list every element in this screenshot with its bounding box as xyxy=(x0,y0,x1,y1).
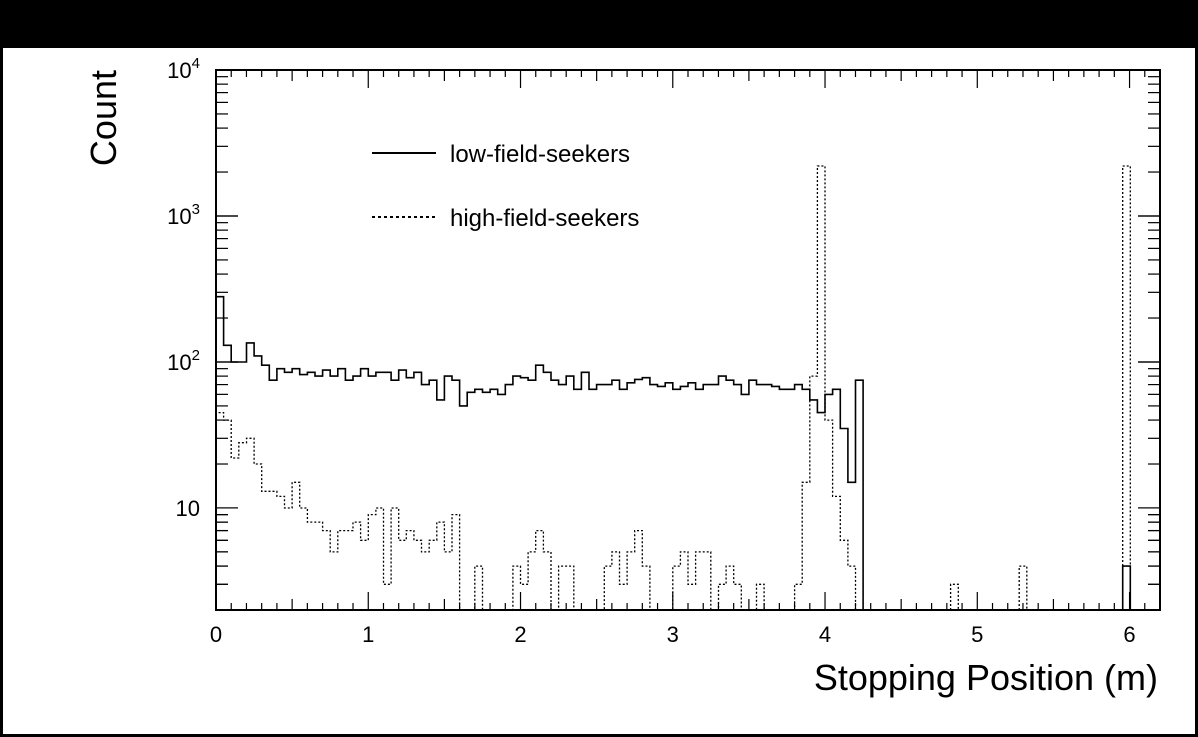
series-line-high-field-seekers xyxy=(215,165,857,611)
x-axis-title: Stopping Position (m) xyxy=(814,657,1158,698)
legend-label-low-field-seekers: low-field-seekers xyxy=(450,141,630,168)
x-tick-label: 3 xyxy=(667,622,679,647)
x-tick-label: 6 xyxy=(1123,622,1135,647)
series-high-field-seekers xyxy=(215,165,857,611)
peak-bin-low-field-seekers xyxy=(1121,565,1132,610)
histogram-series xyxy=(215,165,1132,611)
axis-ticks xyxy=(215,69,1161,611)
figure-canvas xyxy=(3,48,1195,734)
x-tick-label: 1 xyxy=(362,622,374,647)
x-tick-label: 2 xyxy=(514,622,526,647)
x-tick-label: 5 xyxy=(971,622,983,647)
x-tick-label: 4 xyxy=(819,622,831,647)
peak-bin-high-field-seekers xyxy=(949,583,959,610)
series-line-low-field-seekers xyxy=(215,295,871,611)
y-axis-title: Count xyxy=(83,70,124,166)
y-tick-label: 10 xyxy=(176,496,200,521)
peak-bin-high-field-seekers xyxy=(1018,565,1028,610)
legend: low-field-seekers high-field-seekers xyxy=(372,141,639,232)
series-low-field-seekers xyxy=(215,295,871,611)
x-tick-label: 0 xyxy=(210,622,222,647)
peak-bin-high-field-seekers xyxy=(1122,165,1131,610)
legend-label-high-field-seekers: high-field-seekers xyxy=(450,205,639,232)
x-tick-labels: 0 1 2 3 4 5 6 xyxy=(210,622,1136,647)
